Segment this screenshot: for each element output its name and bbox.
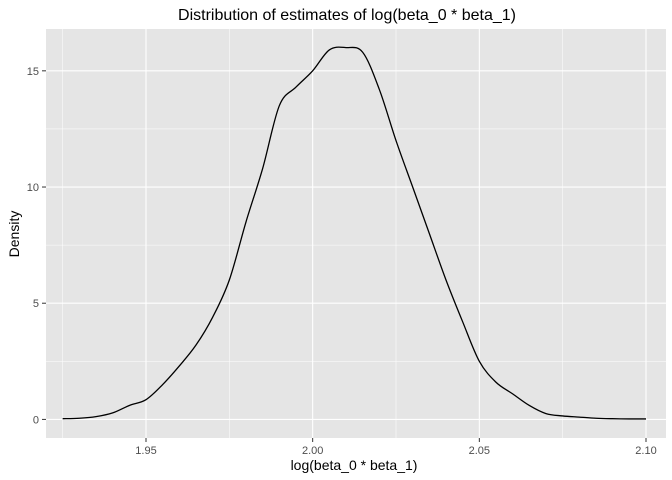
chart-title: Distribution of estimates of log(beta_0 … (178, 7, 516, 24)
y-tick-label: 5 (33, 298, 39, 310)
y-axis-title: Density (6, 211, 22, 258)
series-layer (62, 46, 647, 420)
x-tick-label: 1.95 (135, 445, 156, 457)
plot-panel (46, 29, 666, 438)
y-tick-label: 0 (33, 414, 39, 426)
y-tick-label: 15 (27, 66, 39, 78)
x-axis: 1.95 2.00 2.05 2.10 (135, 438, 657, 457)
x-tick-label: 2.05 (469, 445, 490, 457)
y-tick-label: 10 (27, 182, 39, 194)
major-gridlines (46, 29, 666, 438)
minor-gridlines (46, 29, 666, 438)
x-axis-title: log(beta_0 * beta_1) (291, 457, 418, 473)
density-line (62, 46, 647, 420)
x-tick-label: 2.10 (635, 445, 656, 457)
y-axis: 0 5 10 15 (27, 66, 46, 426)
x-tick-label: 2.00 (302, 445, 323, 457)
